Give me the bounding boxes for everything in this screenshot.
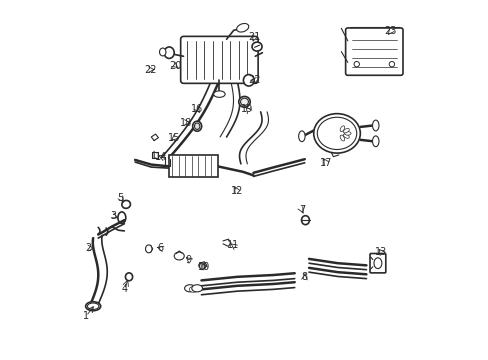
Ellipse shape xyxy=(159,48,165,56)
Ellipse shape xyxy=(251,42,262,51)
Text: 4: 4 xyxy=(121,284,127,294)
Text: 10: 10 xyxy=(198,262,210,272)
Ellipse shape xyxy=(194,123,200,130)
Ellipse shape xyxy=(189,287,198,292)
Text: 14: 14 xyxy=(155,152,167,162)
Text: 3: 3 xyxy=(110,211,117,221)
Ellipse shape xyxy=(343,134,348,138)
Ellipse shape xyxy=(184,285,195,292)
Ellipse shape xyxy=(301,216,309,225)
Ellipse shape xyxy=(388,62,394,67)
FancyBboxPatch shape xyxy=(180,36,258,84)
Text: 12: 12 xyxy=(231,186,243,197)
Ellipse shape xyxy=(317,117,356,149)
Ellipse shape xyxy=(343,129,348,133)
Text: 13: 13 xyxy=(375,247,387,257)
Ellipse shape xyxy=(372,136,378,147)
Ellipse shape xyxy=(313,114,360,153)
Bar xyxy=(169,155,217,177)
Ellipse shape xyxy=(238,96,250,107)
Text: 22: 22 xyxy=(144,64,157,75)
Text: 6: 6 xyxy=(157,243,163,253)
Text: 21: 21 xyxy=(248,32,260,42)
Ellipse shape xyxy=(340,126,344,132)
Ellipse shape xyxy=(85,302,101,311)
Ellipse shape xyxy=(145,245,152,253)
Text: 19: 19 xyxy=(241,104,253,114)
Text: 1: 1 xyxy=(83,311,89,321)
Ellipse shape xyxy=(243,75,254,86)
Ellipse shape xyxy=(191,285,202,292)
Text: 20: 20 xyxy=(169,61,182,71)
Ellipse shape xyxy=(340,135,344,141)
Text: 18: 18 xyxy=(180,118,192,128)
Text: 2: 2 xyxy=(85,243,91,253)
Ellipse shape xyxy=(87,303,99,310)
FancyBboxPatch shape xyxy=(369,253,385,273)
Ellipse shape xyxy=(122,201,130,208)
Ellipse shape xyxy=(344,132,350,135)
Ellipse shape xyxy=(164,47,174,58)
FancyBboxPatch shape xyxy=(345,28,402,75)
Text: 7: 7 xyxy=(298,206,305,216)
Ellipse shape xyxy=(298,131,305,141)
Ellipse shape xyxy=(372,120,378,131)
Text: 17: 17 xyxy=(320,158,332,168)
Ellipse shape xyxy=(199,263,204,269)
Ellipse shape xyxy=(213,91,224,97)
Text: 11: 11 xyxy=(226,240,239,250)
Text: 15: 15 xyxy=(168,133,181,143)
Ellipse shape xyxy=(373,258,381,269)
Ellipse shape xyxy=(240,98,248,105)
Ellipse shape xyxy=(118,212,125,224)
Ellipse shape xyxy=(192,121,201,131)
Text: 23: 23 xyxy=(384,26,396,36)
Ellipse shape xyxy=(236,23,248,32)
Text: 8: 8 xyxy=(301,272,307,282)
Ellipse shape xyxy=(125,273,132,281)
Text: 5: 5 xyxy=(118,193,123,203)
Text: 9: 9 xyxy=(185,255,192,265)
Ellipse shape xyxy=(353,62,359,67)
Text: 16: 16 xyxy=(191,104,203,114)
Text: 22: 22 xyxy=(248,75,260,85)
Ellipse shape xyxy=(174,252,184,260)
